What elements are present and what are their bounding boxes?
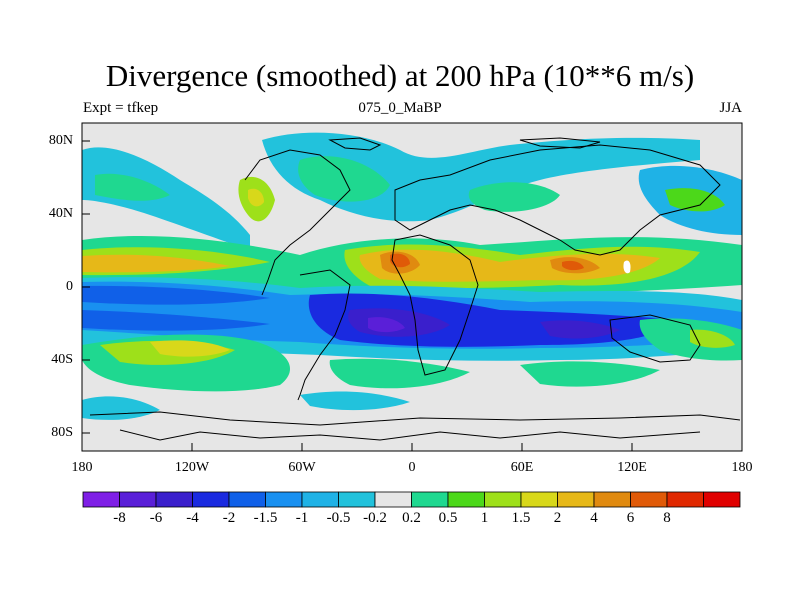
colorbar-box [265, 491, 303, 508]
field-contour [95, 173, 170, 201]
colorbar-label: 0.5 [438, 510, 458, 526]
field-contour [623, 260, 631, 274]
lon-label-180e: 180 [731, 460, 753, 475]
coastline [328, 137, 382, 151]
colorbar-box [155, 491, 193, 508]
colorbar-label: 6 [626, 510, 635, 526]
lon-label-60e: 60E [510, 460, 534, 475]
colorbar-box [447, 491, 485, 508]
field-contour [82, 310, 270, 331]
lat-label-80s: 80S [51, 425, 73, 440]
lat-label-40s: 40S [51, 352, 73, 367]
colorbar-box [484, 491, 522, 508]
field-contour [262, 132, 700, 222]
colorbar-box [228, 491, 266, 508]
colorbar-label: 1 [480, 510, 489, 526]
field-contour [329, 358, 470, 389]
field-contour [562, 260, 584, 271]
colorbar-box [374, 491, 412, 508]
coastline [89, 411, 741, 426]
colorbar-box [630, 491, 668, 508]
axis-ticks [82, 140, 633, 451]
coastline [119, 429, 701, 441]
colorbar-box [82, 491, 120, 508]
lat-label-80n: 80N [48, 133, 73, 148]
lat-label-40n: 40N [48, 206, 73, 221]
colorbar-box [520, 491, 558, 508]
colorbar-box [703, 491, 741, 508]
colorbar-box [338, 491, 376, 508]
field-contour [540, 320, 620, 339]
field-contour [150, 340, 230, 357]
field-contour [665, 188, 725, 212]
season-label: JJA [719, 100, 742, 116]
field-contour [248, 188, 264, 207]
colorbar-label: -1.5 [253, 510, 278, 526]
run-label: 075_0_MaBP [358, 100, 442, 116]
colorbar-label: 2 [553, 510, 562, 526]
colorbar-label: 4 [590, 510, 598, 526]
continent-outlines [89, 137, 741, 441]
coastline [244, 149, 351, 296]
colorbar-box [192, 491, 230, 508]
colorbar-label: -8 [113, 510, 126, 526]
lon-label-180w: 180 [71, 460, 93, 475]
colorbar [82, 491, 741, 508]
colorbar-box [411, 491, 449, 508]
coastline [609, 314, 701, 363]
field-contour [390, 253, 410, 268]
colorbar-box [593, 491, 631, 508]
coastline [519, 137, 601, 149]
experiment-label: Expt = tfkep [83, 100, 159, 116]
field-contour [368, 317, 405, 333]
colorbar-box [301, 491, 339, 508]
map-panel [82, 123, 742, 451]
field-contour [82, 147, 250, 250]
plot-title: Divergence (smoothed) at 200 hPa (10**6 … [105, 58, 695, 93]
colorbar-label: 1.5 [511, 510, 531, 526]
colorbar-label: -1 [295, 510, 309, 526]
coastline [394, 144, 721, 256]
lon-label-120e: 120E [617, 460, 647, 475]
coastline [391, 234, 479, 376]
field-contour [300, 391, 410, 411]
field-contour [520, 361, 660, 387]
colorbar-label: -4 [186, 510, 199, 526]
field-contour [690, 329, 735, 348]
lon-label-60w: 60W [288, 460, 316, 475]
lat-label-0: 0 [66, 279, 73, 294]
field-contour [82, 285, 270, 305]
colorbar-label: -0.2 [363, 510, 387, 526]
colorbar-label: -0.5 [326, 510, 351, 526]
field-contour [468, 182, 560, 212]
colorbar-box [557, 491, 595, 508]
coastline [297, 269, 351, 401]
colorbar-box [119, 491, 157, 508]
colorbar-label: -2 [222, 510, 236, 526]
colorbar-label: 8 [663, 510, 671, 526]
colorbar-label: -6 [149, 510, 163, 526]
lon-label-120w: 120W [174, 460, 210, 475]
lon-label-0: 0 [408, 460, 416, 475]
field-contour [82, 254, 230, 273]
colorbar-label: 0.2 [402, 510, 421, 526]
colorbar-box [666, 491, 704, 508]
field-contour [359, 249, 660, 282]
